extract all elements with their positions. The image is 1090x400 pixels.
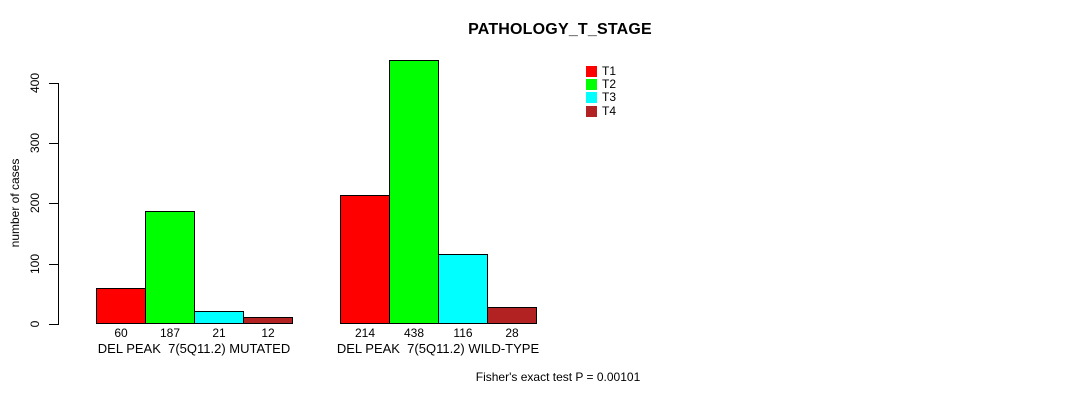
- category-label: DEL PEAK 7(5Q11.2) MUTATED: [97, 341, 291, 356]
- y-tick: [49, 324, 58, 325]
- bar-value-label: 187: [159, 326, 181, 340]
- legend-item-t3: T3: [586, 90, 617, 105]
- legend-item-t2: T2: [586, 77, 617, 92]
- y-tick-label: 300: [28, 132, 42, 154]
- bar-t2-group1: [145, 211, 195, 324]
- legend-swatch-t2: [586, 79, 597, 91]
- bar-t1-group2: [340, 195, 390, 324]
- legend-item-t1: T1: [586, 64, 617, 78]
- y-tick: [49, 264, 58, 265]
- bar-value-label: 12: [261, 326, 275, 340]
- legend-swatch-t4: [586, 105, 597, 117]
- y-tick-label: 400: [28, 72, 42, 94]
- category-label: DEL PEAK 7(5Q11.2) WILD-TYPE: [336, 341, 540, 356]
- bar-value-label: 21: [212, 326, 226, 340]
- fisher-test-annotation: Fisher's exact test P = 0.00101: [475, 370, 641, 384]
- legend-label: T1: [602, 64, 617, 78]
- y-axis-line: [58, 83, 59, 325]
- bar-t3-group2: [438, 254, 488, 324]
- bar-t3-group1: [194, 311, 244, 324]
- bar-value-label: 214: [354, 326, 376, 340]
- y-tick-label: 100: [28, 253, 42, 275]
- y-tick: [49, 203, 58, 204]
- bar-value-label: 28: [505, 326, 519, 340]
- legend-swatch-t3: [586, 92, 597, 104]
- bar-value-label: 116: [453, 326, 473, 340]
- legend-label: T3: [602, 90, 617, 105]
- y-axis-label: number of cases: [8, 158, 22, 248]
- legend-label: T4: [602, 103, 617, 118]
- legend: T1 T2 T3 T4: [586, 64, 617, 118]
- chart-title: PATHOLOGY_T_STAGE: [468, 21, 652, 38]
- bar-t4-group1: [243, 317, 293, 324]
- bar-t2-group2: [389, 60, 439, 324]
- bar-t1-group1: [96, 288, 146, 324]
- y-tick: [49, 83, 58, 84]
- y-tick: [49, 143, 58, 144]
- bar-value-label: 60: [114, 326, 128, 340]
- y-tick-label: 200: [28, 192, 42, 214]
- legend-swatch-t1: [586, 66, 597, 77]
- bar-t4-group2: [487, 307, 537, 324]
- legend-item-t4: T4: [586, 103, 617, 118]
- y-tick-label: 0: [28, 320, 42, 328]
- legend-label: T2: [602, 77, 617, 92]
- bar-value-label: 438: [403, 326, 425, 340]
